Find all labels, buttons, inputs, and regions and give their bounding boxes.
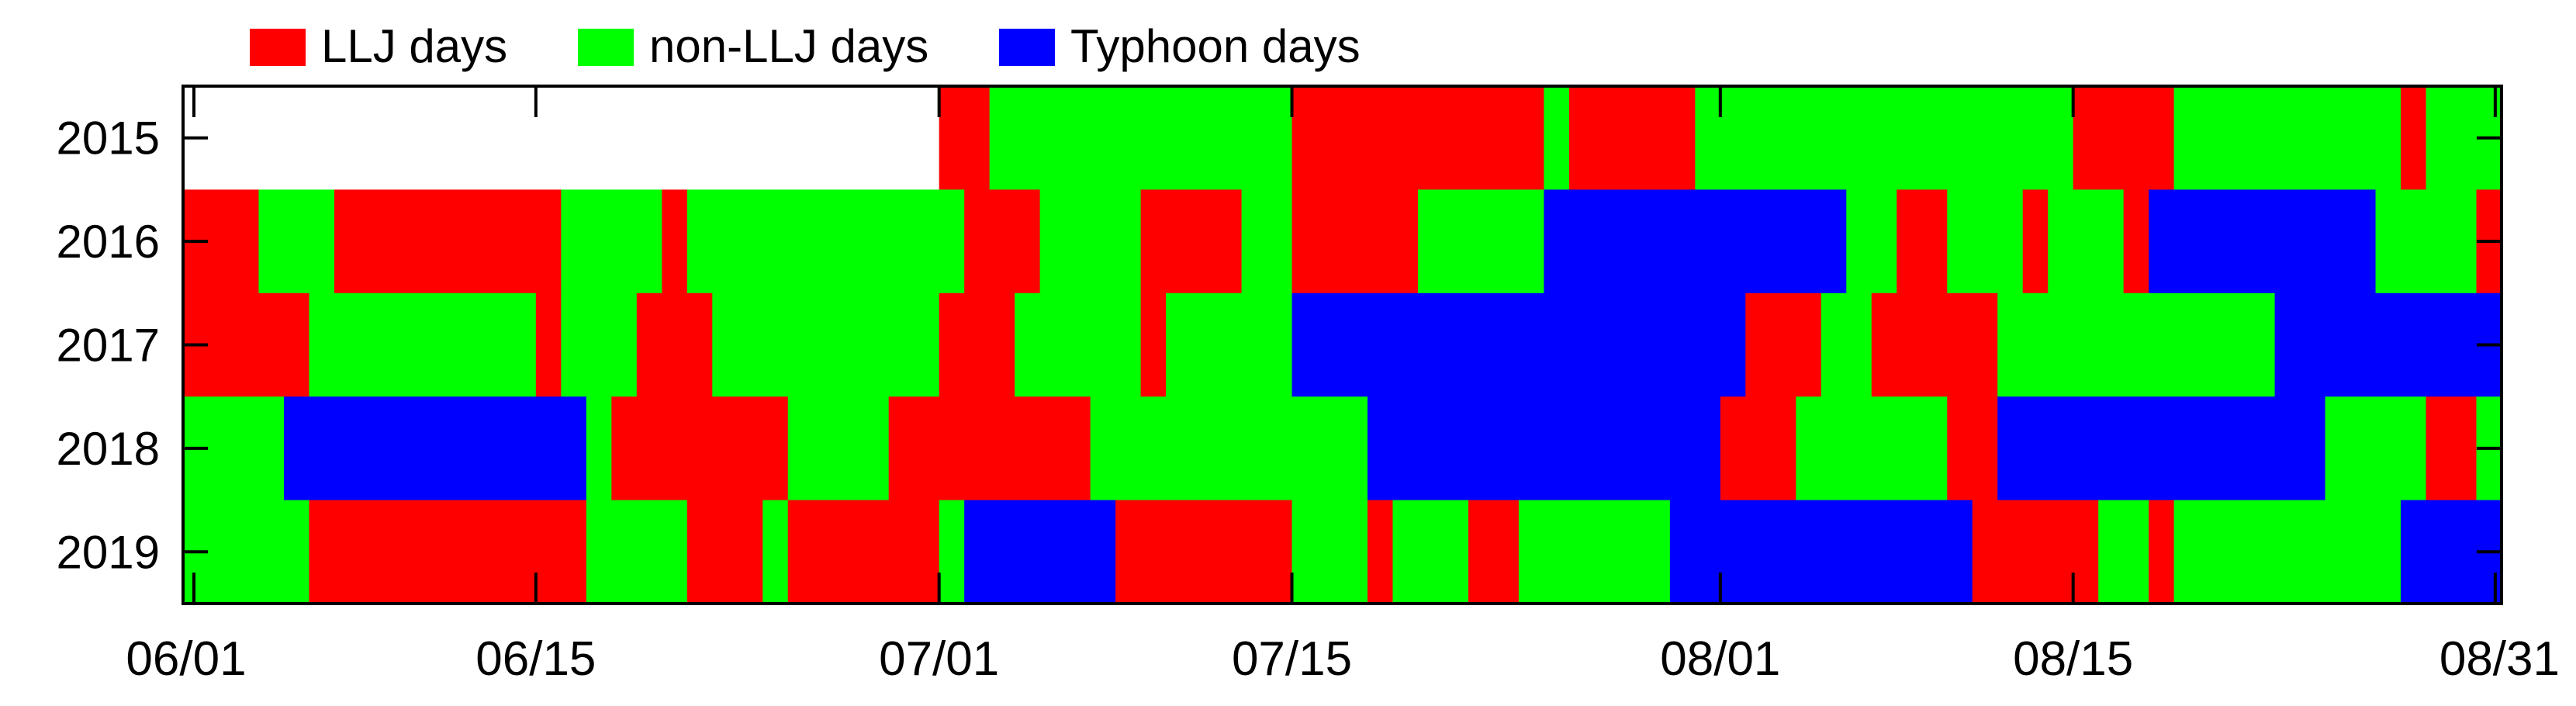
cell-2018-06-29 — [888, 396, 1091, 501]
cell-2019-07-02 — [964, 500, 1116, 604]
cell-2018-08-10 — [1947, 396, 1998, 501]
cell-2019-07-30 — [1669, 500, 1973, 604]
cell-2019-06-24 — [762, 500, 789, 604]
cell-2017-06-06 — [309, 292, 537, 397]
cell-2018-07-07 — [1090, 396, 1368, 501]
legend-label: LLJ days — [321, 20, 507, 72]
y-tick-label: 2018 — [57, 423, 160, 475]
cell-2016-07-13 — [1241, 189, 1293, 294]
y-tick-label: 2017 — [57, 320, 160, 372]
x-axis-ticks: 06/01 06/15 07/01 07/15 08/01 08/15 08/31 — [126, 86, 2560, 686]
cell-2016-07-02 — [964, 189, 1041, 294]
cell-2017-07-09 — [1140, 292, 1167, 397]
cell-2017-06-15 — [535, 292, 562, 397]
cell-2017-06-19 — [636, 292, 713, 397]
x-tick-label: 08/15 — [2013, 632, 2133, 686]
cell-2017-07-01 — [939, 292, 1015, 397]
cell-2015-07-26 — [1568, 86, 1696, 190]
cell-2018-08-04 — [1796, 396, 1948, 501]
cell-2016-07-05 — [1039, 189, 1142, 294]
cell-2015-08-28 — [2401, 86, 2427, 190]
cell-2019-08-19 — [2173, 500, 2401, 604]
legend-label: non-LLJ days — [649, 20, 928, 72]
cell-2018-08-25 — [2325, 396, 2427, 501]
legend: LLJ days non-LLJ days Typhoon days — [250, 20, 1361, 72]
cell-2016-08-18 — [2149, 189, 2377, 294]
cell-2016-06-07 — [334, 189, 562, 294]
cell-2019-07-19 — [1392, 500, 1469, 604]
y-axis-ticks: 2015 2016 2017 2018 2019 — [57, 112, 2502, 578]
cell-2016-08-08 — [1897, 189, 1948, 294]
cell-2016-08-10 — [1947, 189, 2024, 294]
cell-2019-07-22 — [1468, 500, 1520, 604]
cell-2016-07-15 — [1291, 189, 1419, 294]
cell-2019-07-15 — [1291, 500, 1368, 604]
x-tick-label: 08/31 — [2439, 632, 2560, 686]
cell-2019-07-01 — [939, 500, 965, 604]
cell-2019-06-25 — [787, 500, 940, 604]
x-tick-label: 06/01 — [126, 632, 246, 686]
cell-2016-08-13 — [2022, 189, 2049, 294]
cell-2018-06-17 — [586, 396, 612, 501]
cell-2016-06-20 — [662, 189, 688, 294]
x-tick-label: 08/01 — [1660, 632, 1780, 686]
cell-2017-08-05 — [1820, 292, 1872, 397]
cell-2016-08-27 — [2375, 189, 2477, 294]
cell-2017-06-16 — [561, 292, 638, 397]
cell-2017-07-10 — [1166, 292, 1293, 397]
legend-swatch-2 — [999, 29, 1055, 66]
cell-2015-07-31 — [1695, 86, 2074, 190]
cell-2015-08-19 — [2173, 86, 2401, 190]
cell-2017-08-23 — [2274, 292, 2502, 397]
cell-2016-06-21 — [686, 189, 965, 294]
y-tick-label: 2015 — [57, 112, 160, 164]
cell-2016-06-16 — [561, 189, 662, 294]
cell-2015-07-15 — [1291, 86, 1545, 190]
legend-label: Typhoon days — [1070, 20, 1361, 72]
legend-swatch-1 — [578, 29, 634, 66]
cell-2019-07-08 — [1115, 500, 1293, 604]
cell-2018-08-01 — [1720, 396, 1796, 501]
cell-2017-08-12 — [1997, 292, 2276, 397]
x-tick-label: 06/15 — [475, 632, 596, 686]
cell-2017-06-22 — [712, 292, 940, 397]
cell-2016-07-25 — [1544, 189, 1847, 294]
cell-2019-08-16 — [2098, 500, 2149, 604]
cell-2017-08-07 — [1871, 292, 1998, 397]
cell-2016-08-17 — [2123, 189, 2149, 294]
cell-2016-08-14 — [2048, 189, 2125, 294]
cell-2018-06-05 — [283, 396, 587, 501]
cell-2017-07-15 — [1291, 292, 1746, 397]
cell-2015-07-03 — [989, 86, 1293, 190]
cell-2019-08-11 — [1972, 500, 2099, 604]
cell-2016-07-09 — [1140, 189, 1243, 294]
cell-2016-07-20 — [1417, 189, 1545, 294]
cell-2019-08-18 — [2149, 500, 2175, 604]
y-tick-label: 2019 — [57, 526, 160, 578]
plot-cells — [183, 86, 2502, 604]
cell-2018-08-12 — [1997, 396, 2326, 501]
cell-2016-06-04 — [258, 189, 335, 294]
legend-swatch-0 — [250, 29, 306, 66]
cell-2018-07-18 — [1367, 396, 1721, 501]
cell-2015-07-25 — [1544, 86, 1570, 190]
cell-2019-06-21 — [686, 500, 763, 604]
cell-2019-06-17 — [586, 500, 688, 604]
cell-2018-06-18 — [611, 396, 789, 501]
cell-2015-07-01 — [939, 86, 991, 190]
cell-2019-07-18 — [1367, 500, 1394, 604]
cell-2018-08-29 — [2426, 396, 2477, 501]
y-tick-label: 2016 — [57, 216, 160, 268]
cell-2018-06-25 — [787, 396, 890, 501]
cell-2017-07-04 — [1015, 292, 1142, 397]
cell-2017-08-02 — [1745, 292, 1822, 397]
cell-2015-08-15 — [2073, 86, 2175, 190]
x-tick-label: 07/01 — [879, 632, 999, 686]
cell-2019-07-24 — [1518, 500, 1671, 604]
cell-2019-06-06 — [309, 500, 587, 604]
x-tick-label: 07/15 — [1232, 632, 1352, 686]
cell-2016-08-06 — [1846, 189, 1897, 294]
